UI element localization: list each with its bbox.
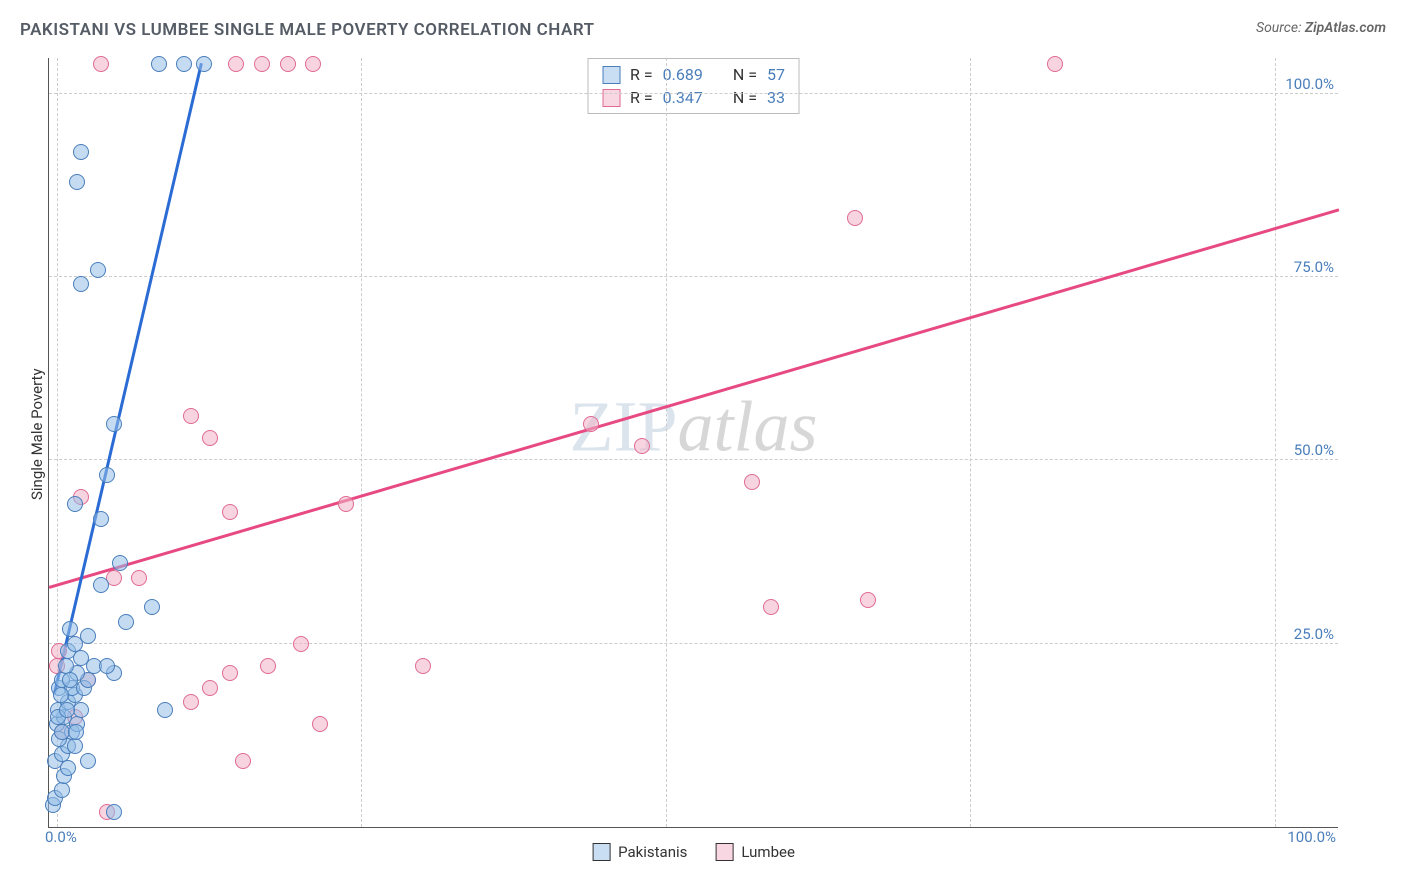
scatter-point — [228, 56, 244, 72]
scatter-point — [305, 56, 321, 72]
scatter-point — [763, 599, 779, 615]
legend-n-value-b: 33 — [767, 88, 785, 107]
legend-r-value-a: 0.689 — [663, 65, 703, 84]
scatter-point — [59, 702, 75, 718]
scatter-point — [144, 599, 160, 615]
legend-swatch-a — [602, 66, 620, 84]
scatter-point — [54, 782, 70, 798]
y-axis-title: Single Male Poverty — [28, 368, 46, 500]
scatter-point — [99, 658, 115, 674]
scatter-point — [99, 467, 115, 483]
legend-n-label: N = — [733, 65, 757, 84]
scatter-point — [293, 636, 309, 652]
scatter-point — [68, 724, 84, 740]
scatter-point — [73, 276, 89, 292]
scatter-point — [176, 56, 192, 72]
x-tick-label: 100.0% — [1287, 828, 1336, 846]
legend-stats-row-a: R = 0.689 N = 57 — [602, 63, 785, 86]
legend-stats-box: R = 0.689 N = 57 R = 0.347 N = 33 — [587, 58, 800, 114]
source-attribution: Source: ZipAtlas.com — [1256, 20, 1386, 36]
watermark-right: atlas — [677, 387, 817, 467]
scatter-point — [860, 592, 876, 608]
scatter-point — [157, 702, 173, 718]
legend-stats-row-b: R = 0.347 N = 33 — [602, 86, 785, 109]
chart-title: PAKISTANI VS LUMBEE SINGLE MALE POVERTY … — [20, 20, 595, 40]
scatter-point — [80, 753, 96, 769]
gridline-v — [970, 58, 971, 827]
scatter-point — [69, 174, 85, 190]
legend-r-label: R = — [630, 88, 653, 107]
scatter-point — [151, 56, 167, 72]
scatter-point — [67, 738, 83, 754]
legend-swatch-a — [592, 843, 610, 861]
gridline-v — [666, 58, 667, 827]
scatter-point — [93, 511, 109, 527]
scatter-point — [1047, 56, 1063, 72]
scatter-point — [73, 144, 89, 160]
source-prefix: Source: — [1256, 20, 1305, 36]
legend-n-value-a: 57 — [767, 65, 785, 84]
scatter-point — [415, 658, 431, 674]
y-tick-label: 100.0% — [1285, 75, 1334, 93]
scatter-point — [131, 570, 147, 586]
legend-label-a: Pakistanis — [618, 843, 687, 861]
legend-r-value-b: 0.347 — [663, 88, 703, 107]
legend-item-a: Pakistanis — [592, 843, 687, 861]
scatter-point — [202, 430, 218, 446]
scatter-point — [53, 687, 69, 703]
gridline-h — [49, 93, 1338, 94]
scatter-point — [260, 658, 276, 674]
scatter-point — [58, 658, 74, 674]
scatter-point — [80, 628, 96, 644]
y-tick-label: 25.0% — [1294, 625, 1334, 643]
bottom-legend: Pakistanis Lumbee — [592, 843, 795, 861]
source-name: ZipAtlas.com — [1305, 20, 1386, 36]
scatter-point — [67, 496, 83, 512]
plot-area: ZIPatlas R = 0.689 N = 57 R = 0.347 N = … — [48, 58, 1338, 828]
legend-r-label: R = — [630, 65, 653, 84]
scatter-point — [338, 496, 354, 512]
scatter-point — [583, 416, 599, 432]
scatter-point — [183, 694, 199, 710]
gridline-h — [49, 643, 1338, 644]
scatter-point — [280, 56, 296, 72]
legend-swatch-b — [715, 843, 733, 861]
legend-n-label: N = — [733, 88, 757, 107]
regression-line — [49, 209, 1340, 589]
scatter-point — [847, 210, 863, 226]
scatter-point — [312, 716, 328, 732]
scatter-point — [118, 614, 134, 630]
scatter-point — [112, 555, 128, 571]
scatter-point — [202, 680, 218, 696]
scatter-point — [90, 262, 106, 278]
scatter-point — [93, 56, 109, 72]
scatter-point — [634, 438, 650, 454]
scatter-point — [106, 416, 122, 432]
gridline-h — [49, 459, 1338, 460]
scatter-point — [106, 804, 122, 820]
scatter-point — [93, 577, 109, 593]
legend-swatch-b — [602, 89, 620, 107]
scatter-point — [196, 56, 212, 72]
gridline-v — [361, 58, 362, 827]
y-tick-label: 50.0% — [1294, 441, 1334, 459]
scatter-point — [254, 56, 270, 72]
scatter-point — [744, 474, 760, 490]
scatter-point — [222, 504, 238, 520]
scatter-point — [235, 753, 251, 769]
legend-item-b: Lumbee — [715, 843, 795, 861]
gridline-v — [1275, 58, 1276, 827]
legend-label-b: Lumbee — [741, 843, 795, 861]
x-tick-label: 0.0% — [45, 828, 77, 846]
scatter-point — [183, 408, 199, 424]
scatter-point — [62, 621, 78, 637]
scatter-point — [222, 665, 238, 681]
y-tick-label: 75.0% — [1294, 258, 1334, 276]
gridline-h — [49, 276, 1338, 277]
scatter-point — [62, 672, 78, 688]
